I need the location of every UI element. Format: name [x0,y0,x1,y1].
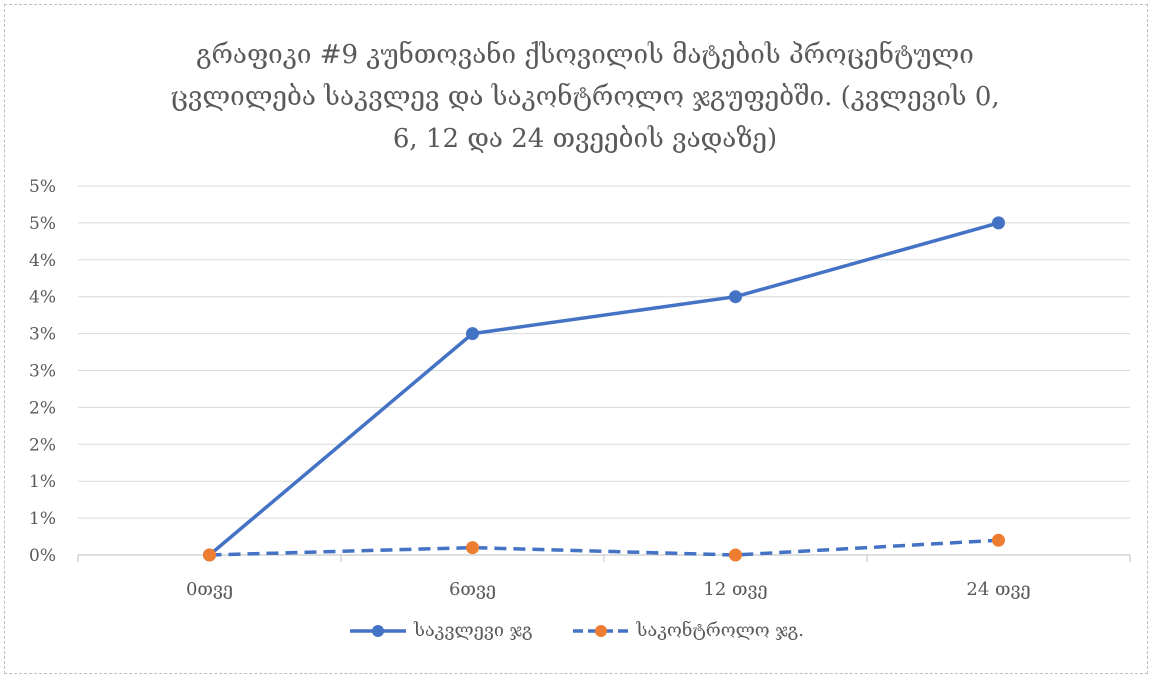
y-tick-label: 3% [29,362,56,382]
y-tick-label: 2% [29,435,56,455]
gridlines [78,185,1130,519]
chart-legend: საკვლევი ჯგ საკონტროლო ჯგ. [0,620,1152,641]
y-tick-label: 4% [29,251,56,271]
legend-swatch [350,624,407,637]
series-2-point [992,533,1005,547]
legend-item-2: საკონტროლო ჯგ. [571,620,804,641]
legend-marker [372,624,385,637]
y-tick-label: 5% [29,177,56,197]
series-line-1 [208,221,999,557]
x-tick-label: 6თვე [449,579,496,600]
legend-label: საკვლევი ჯგ [414,620,533,641]
series-2-point [203,548,216,562]
x-tick-label: 24 თვე [966,579,1030,600]
series-1-point [729,290,742,304]
axes: 0% 1% 1% 2% 2% 3% 3% 4% 4% 5% 5% 0თვე 6თვე 12 თვე 24 თ… [29,177,1131,600]
legend-marker [594,624,607,637]
chart-title-line-3: 6, 12 და 24 თვეების ვადაზე) [392,124,778,154]
series-2-point [466,541,479,555]
y-tick-label: 3% [29,325,56,345]
series-2-point [729,548,742,562]
y-tick-label: 2% [29,398,56,418]
series-1-point [992,216,1005,230]
chart-frame [4,4,1148,674]
chart-title-line-2: ცვლილება საკვლევ და საკონტროლო ჯგუფებში.… [170,82,1000,112]
series-1-point [466,327,479,341]
y-tick-label: 4% [29,288,56,308]
y-tick-label: 0% [29,546,56,566]
series-line-2 [209,538,999,557]
y-tick-label: 5% [29,214,56,234]
y-tick-label: 1% [29,509,56,529]
chart-title: გრაფიკი #9 კუნთოვანი ქსოვილის მატების პრ… [110,34,1060,160]
x-tick-label: 12 თვე [703,579,767,600]
chart-title-line-1: გრაფიკი #9 კუნთოვანი ქსოვილის მატების პრ… [196,40,974,70]
legend-item-1: საკვლევი ჯგ [348,620,533,641]
legend-swatch [572,624,629,637]
series-markers [203,216,1005,562]
series-lines [208,221,999,557]
legend-label: საკონტროლო ჯგ. [636,620,804,641]
x-tick-label: 0თვე [186,579,233,600]
y-tick-label: 1% [29,472,56,492]
